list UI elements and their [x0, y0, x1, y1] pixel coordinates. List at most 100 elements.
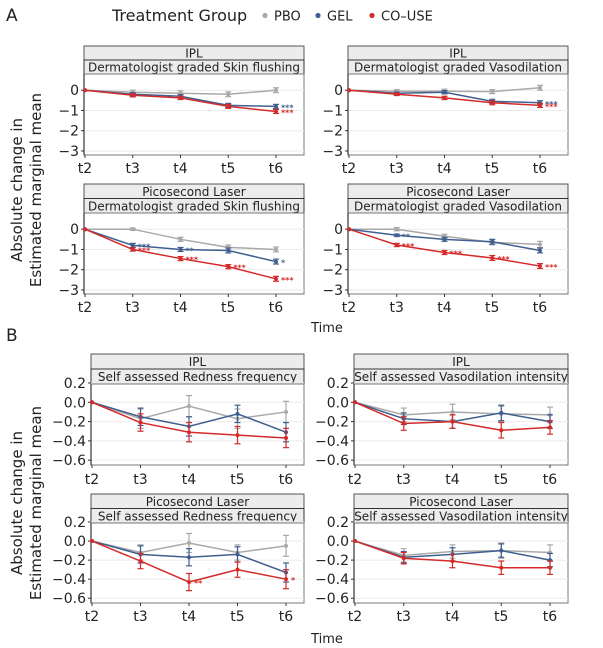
- data-point: [450, 409, 455, 414]
- data-point: [284, 435, 288, 440]
- x-tick-label: t3: [390, 161, 404, 177]
- data-point: [83, 88, 87, 93]
- data-point: [538, 103, 542, 108]
- x-tick-label: t4: [445, 472, 459, 488]
- y-tick-label: 0.2: [64, 515, 86, 531]
- significance-marker: *: [281, 259, 286, 268]
- x-tick-label: t3: [133, 472, 147, 488]
- ylabel-b: Absolute change in Estimated marginal me…: [8, 406, 45, 600]
- data-point: [284, 409, 288, 414]
- x-tick-label: t5: [221, 161, 235, 177]
- significance-marker: ***: [281, 103, 294, 112]
- strip-bottom-label: Self assessed Vasodilation intensity: [354, 370, 568, 384]
- data-point: [226, 92, 231, 97]
- legend-title: Treatment Group: [111, 6, 247, 25]
- x-tick-label: t6: [279, 472, 293, 488]
- data-point: [450, 419, 455, 424]
- x-tick-label: t2: [348, 472, 362, 488]
- y-tick-label: 0: [70, 222, 79, 238]
- y-tick-label: 0.2: [327, 515, 349, 531]
- data-point: [490, 89, 495, 94]
- data-point: [284, 543, 288, 548]
- data-point: [353, 539, 357, 544]
- x-tick-label: t6: [543, 472, 557, 488]
- x-tick-label: t5: [485, 161, 499, 177]
- strip-top-label: Picosecond Laser: [142, 185, 246, 199]
- x-tick-label: t2: [348, 609, 362, 625]
- strip-top-label: Picosecond Laser: [406, 185, 510, 199]
- significance-marker: ***: [186, 256, 199, 265]
- significance-marker: **: [402, 232, 411, 241]
- strip-bottom-label: Self assessed Redness frequency: [98, 509, 297, 523]
- data-point: [83, 227, 87, 232]
- significance-marker: ***: [545, 263, 558, 272]
- data-point: [442, 237, 447, 242]
- y-tick-label: −1: [322, 103, 343, 119]
- x-tick-label: t2: [85, 472, 99, 488]
- x-tick-label: t4: [437, 161, 451, 177]
- data-point: [548, 565, 552, 570]
- y-tick-label: 0.0: [64, 395, 86, 411]
- y-tick-label: 0: [334, 83, 343, 99]
- y-tick-label: −1: [58, 242, 79, 258]
- data-point: [499, 548, 504, 553]
- ylabel-a-line1: Absolute change in: [8, 118, 26, 262]
- y-tick-label: −2: [58, 124, 79, 140]
- data-point: [347, 88, 351, 93]
- x-tick-label: t5: [485, 300, 499, 316]
- data-point: [178, 95, 183, 100]
- x-tick-label: t3: [397, 609, 411, 625]
- y-tick-label: −3: [322, 144, 343, 160]
- data-point: [499, 428, 504, 433]
- y-tick-label: −0.4: [52, 572, 86, 588]
- significance-marker: ***: [402, 242, 415, 251]
- y-tick-label: 0: [70, 83, 79, 99]
- x-tick-label: t3: [126, 300, 140, 316]
- y-tick-label: −0.2: [315, 415, 349, 431]
- data-point: [548, 425, 552, 430]
- data-point: [538, 242, 542, 247]
- plot-area: [347, 73, 569, 156]
- x-tick-label: t4: [182, 472, 196, 488]
- x-tick-label: t6: [533, 300, 547, 316]
- x-tick-label: t4: [445, 609, 459, 625]
- data-point: [178, 256, 183, 261]
- y-tick-label: −0.4: [315, 572, 349, 588]
- data-point: [442, 90, 447, 95]
- strip-bottom-label: Dermatologist graded Skin flushing: [88, 199, 300, 213]
- strip-top-label: Picosecond Laser: [409, 495, 513, 509]
- data-point: [394, 92, 399, 97]
- x-tick-label: t3: [390, 300, 404, 316]
- x-tick-label: t6: [543, 609, 557, 625]
- x-tick-label: t6: [533, 161, 547, 177]
- x-tick-label: t2: [342, 300, 356, 316]
- plot-area: [353, 383, 569, 466]
- data-point: [499, 565, 504, 570]
- data-point: [235, 411, 240, 416]
- strip-bottom-label: Dermatologist graded Vasodilation: [354, 61, 562, 75]
- x-tick-label: t3: [126, 161, 140, 177]
- y-tick-label: −0.2: [52, 415, 86, 431]
- x-tick-label: t2: [78, 300, 92, 316]
- data-point: [274, 247, 278, 252]
- data-point: [226, 248, 231, 253]
- data-point: [450, 559, 455, 564]
- significance-marker: *: [291, 576, 296, 585]
- ylabel-b-line2: Estimated marginal mean: [27, 406, 45, 600]
- section-label-a: A: [6, 6, 18, 26]
- data-point: [401, 556, 406, 561]
- y-tick-label: 0.0: [327, 534, 349, 550]
- data-point: [274, 104, 278, 109]
- legend-label-gel: GEL: [327, 10, 353, 25]
- y-tick-label: 0.0: [327, 395, 349, 411]
- significance-marker: ***: [497, 255, 510, 264]
- data-point: [130, 93, 135, 98]
